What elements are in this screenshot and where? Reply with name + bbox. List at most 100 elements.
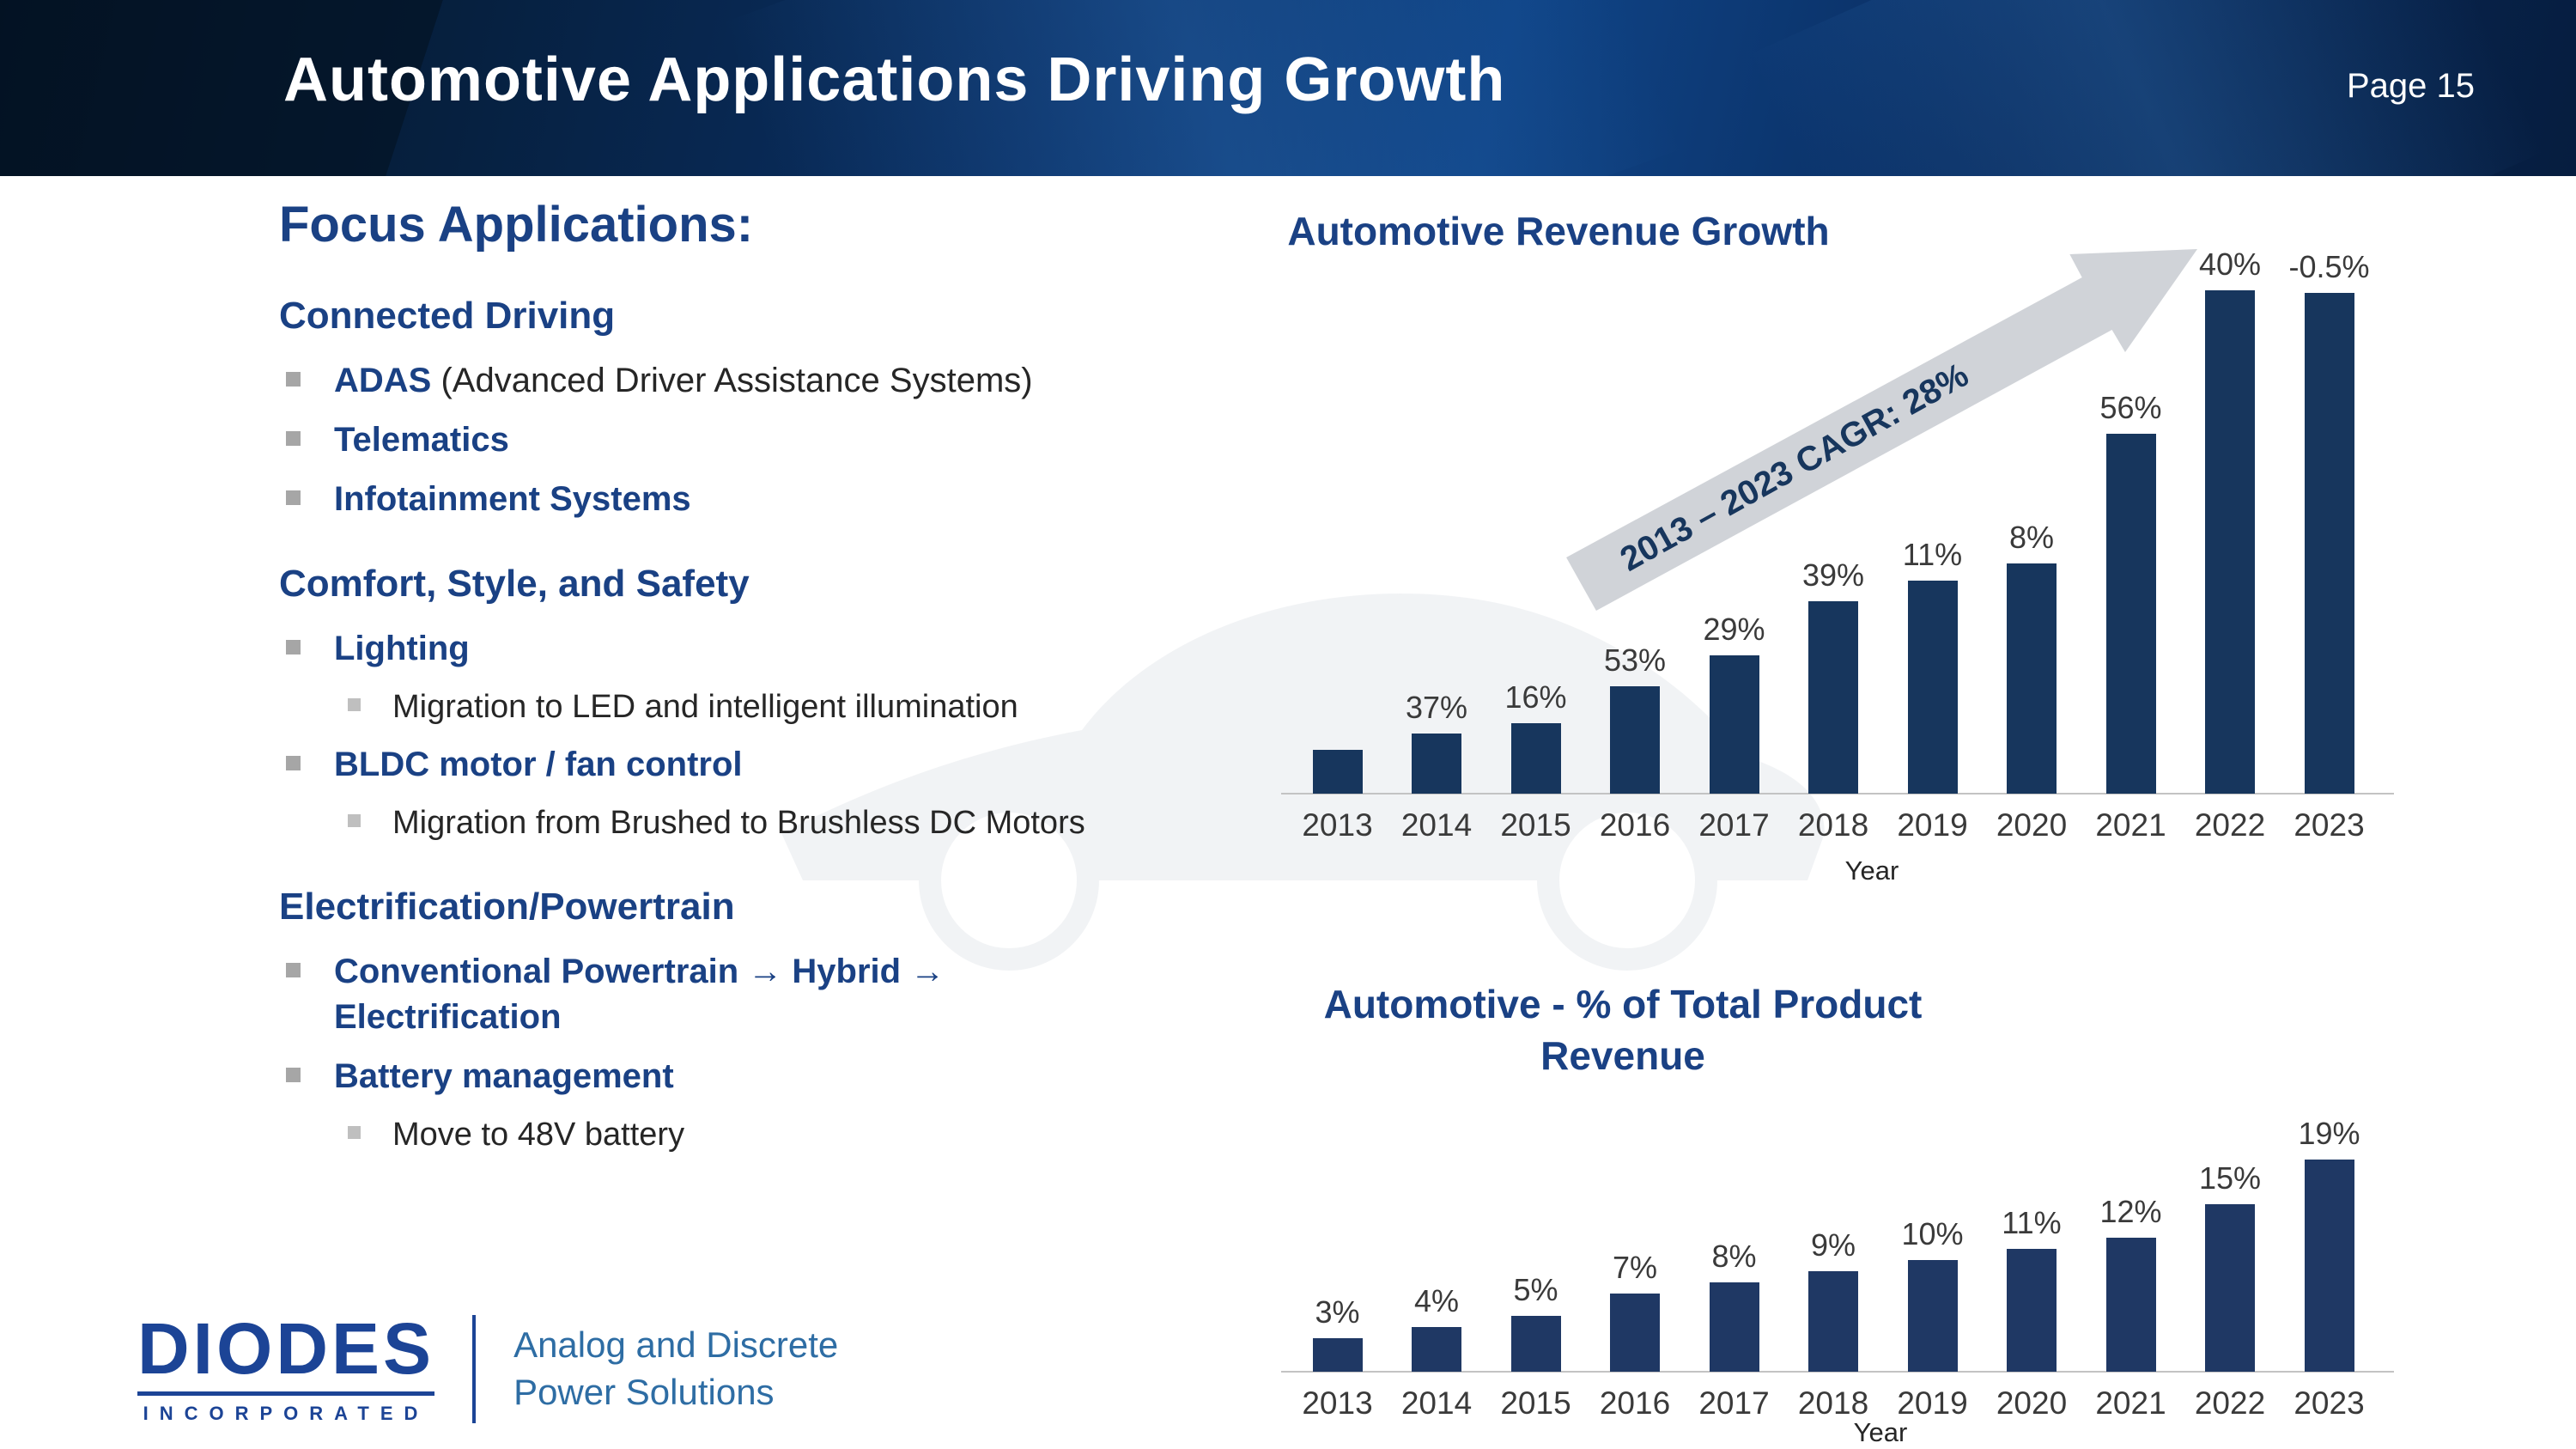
bar-column-2015: 5% 2015 bbox=[1486, 1088, 1585, 1421]
section-title: Comfort, Style, and Safety bbox=[279, 563, 750, 606]
x-tick-2021: 2021 bbox=[2095, 1385, 2166, 1421]
bar-value-label: 40% bbox=[2198, 247, 2262, 282]
x-tick-2014: 2014 bbox=[1400, 807, 1473, 843]
chart-title-line-2: Revenue bbox=[1540, 1032, 1705, 1078]
bar-column-2021: 12% 2021 bbox=[2081, 1088, 2180, 1421]
bar-2013 bbox=[1312, 1338, 1363, 1372]
percent-of-revenue-chart: Automotive - % of Total Product Revenue … bbox=[1254, 945, 2404, 1449]
bar-value-label: 9% bbox=[1810, 1227, 1856, 1263]
x-axis-title: Year bbox=[1844, 855, 1899, 886]
chart-title-line-1: Automotive - % of Total Product bbox=[1323, 982, 1923, 1026]
x-tick-2020: 2020 bbox=[1996, 807, 2068, 843]
bar-value-label: 3% bbox=[1315, 1294, 1360, 1330]
section-title: Connected Driving bbox=[279, 295, 616, 337]
page-number: Page 15 bbox=[2346, 67, 2475, 105]
bar-column-2018: 9% 2018 bbox=[1784, 1088, 1883, 1421]
bullet-item: Telematics bbox=[279, 417, 1267, 463]
bar-value-label: 56% bbox=[2099, 390, 2162, 425]
company-logo-block: DIODES INCORPORATED Analog and Discrete … bbox=[137, 1312, 838, 1425]
x-tick-2022: 2022 bbox=[2194, 1385, 2266, 1421]
bar-2017 bbox=[1709, 655, 1759, 794]
x-tick-2023: 2023 bbox=[2293, 1385, 2365, 1421]
bullet-regular-text: Move to 48V battery bbox=[392, 1116, 685, 1153]
bar-column-2013: 3% 2013 bbox=[1288, 1088, 1387, 1421]
logo-tagline: Analog and Discrete Power Solutions bbox=[513, 1324, 839, 1412]
bar-2015 bbox=[1510, 1316, 1561, 1372]
bar-2021 bbox=[2105, 434, 2156, 794]
x-tick-2015: 2015 bbox=[1500, 807, 1571, 843]
x-tick-2018: 2018 bbox=[1797, 1385, 1869, 1421]
x-tick-2017: 2017 bbox=[1698, 1385, 1770, 1421]
slide-title: Automotive Applications Driving Growth bbox=[283, 46, 1506, 114]
x-axis-title: Year bbox=[1853, 1417, 1908, 1447]
x-tick-2020: 2020 bbox=[1996, 1385, 2068, 1421]
x-tick-2013: 2013 bbox=[1302, 807, 1373, 843]
bar-2020 bbox=[2007, 563, 2057, 794]
bar-value-label: 37% bbox=[1405, 690, 1468, 725]
bar-value-label: 11% bbox=[2002, 1205, 2062, 1240]
bullet-item: Battery management bbox=[279, 1054, 1267, 1099]
x-tick-2015: 2015 bbox=[1500, 1385, 1571, 1421]
bar-2013 bbox=[1312, 750, 1363, 794]
bar-column-2022: 40% 2022 bbox=[2181, 227, 2280, 843]
section-electrification-powertrain: Electrification/Powertrain Conventional … bbox=[279, 886, 1267, 1156]
x-tick-2013: 2013 bbox=[1302, 1385, 1373, 1421]
bar-value-label: 16% bbox=[1504, 679, 1567, 715]
revenue-growth-chart: Automotive Revenue Growth 2013 37% 2014 16%… bbox=[1254, 206, 2404, 902]
bar-2014 bbox=[1412, 734, 1461, 794]
revenue-growth-chart-title: Automotive Revenue Growth bbox=[1287, 209, 1830, 253]
bar-column-2016: 7% 2016 bbox=[1586, 1088, 1685, 1421]
section-title: Electrification/Powertrain bbox=[279, 886, 735, 928]
bar-2019 bbox=[1907, 581, 1958, 794]
car-watermark-image bbox=[781, 593, 1825, 971]
bar-column-2019: 10% 2019 bbox=[1883, 1088, 1982, 1421]
diodes-logo-incorporated: INCORPORATED bbox=[137, 1391, 435, 1425]
bar-value-label: 12% bbox=[2099, 1194, 2162, 1229]
bar-column-2014: 37% 2014 bbox=[1388, 227, 1486, 843]
bullet-regular-text: Migration from Brushed to Brushless DC M… bbox=[392, 805, 1085, 842]
x-tick-2019: 2019 bbox=[1897, 807, 1968, 843]
bar-2018 bbox=[1808, 1271, 1858, 1372]
bar-column-2020: 8% 2020 bbox=[1983, 227, 2081, 843]
bar-column-2023: 19% 2023 bbox=[2280, 1088, 2379, 1421]
bar-column-2013: 2013 bbox=[1288, 227, 1387, 843]
x-tick-2021: 2021 bbox=[2095, 807, 2166, 843]
bar-2023 bbox=[2304, 1160, 2354, 1372]
section-comfort-style-safety: Comfort, Style, and Safety Lighting Migr… bbox=[279, 563, 1267, 844]
bullet-item: Conventional Powertrain → Hybrid → Elect… bbox=[279, 949, 1103, 1040]
bar-2016 bbox=[1610, 686, 1660, 794]
diodes-logo-wordmark: DIODES bbox=[137, 1308, 435, 1389]
x-tick-2016: 2016 bbox=[1599, 1385, 1671, 1421]
x-tick-2018: 2018 bbox=[1797, 807, 1869, 843]
logo-divider-line bbox=[472, 1314, 477, 1423]
bar-2017 bbox=[1709, 1282, 1759, 1372]
bar-2015 bbox=[1510, 723, 1561, 794]
bar-value-label: 53% bbox=[1603, 642, 1667, 678]
bar-value-label: 7% bbox=[1612, 1250, 1658, 1285]
bar-2021 bbox=[2105, 1238, 2156, 1372]
focus-applications-panel: Focus Applications: Connected Driving AD… bbox=[279, 196, 1267, 1170]
bar-column-2017: 29% 2017 bbox=[1685, 227, 1783, 843]
bar-value-label: 15% bbox=[2198, 1160, 2262, 1196]
bullet-item: Lighting bbox=[279, 626, 1267, 672]
bar-value-label: 19% bbox=[2298, 1116, 2360, 1151]
bar-value-label: 10% bbox=[1901, 1216, 1964, 1251]
bullet-bold-text: Conventional Powertrain → Hybrid → Elect… bbox=[334, 953, 945, 1037]
sub-bullet-item: Move to 48V battery bbox=[279, 1113, 1267, 1156]
bar-2020 bbox=[2007, 1249, 2057, 1372]
x-axis-line bbox=[1281, 793, 2394, 795]
sub-bullet-item: Migration from Brushed to Brushless DC M… bbox=[279, 801, 1267, 844]
bar-2019 bbox=[1907, 1260, 1958, 1372]
x-tick-2014: 2014 bbox=[1400, 1385, 1473, 1421]
bar-value-label: 4% bbox=[1413, 1283, 1460, 1318]
x-tick-2016: 2016 bbox=[1599, 807, 1671, 843]
bullet-bold-text: Lighting bbox=[334, 630, 470, 668]
bar-column-2020: 11% 2020 bbox=[1983, 1088, 2081, 1421]
x-tick-2022: 2022 bbox=[2194, 807, 2266, 843]
bar-value-label: 29% bbox=[1703, 612, 1765, 647]
bar-2018 bbox=[1808, 601, 1858, 794]
bar-column-2018: 39% 2018 bbox=[1784, 227, 1883, 843]
diodes-logo: DIODES INCORPORATED bbox=[137, 1308, 435, 1425]
bullet-bold-text: ADAS bbox=[334, 362, 432, 399]
